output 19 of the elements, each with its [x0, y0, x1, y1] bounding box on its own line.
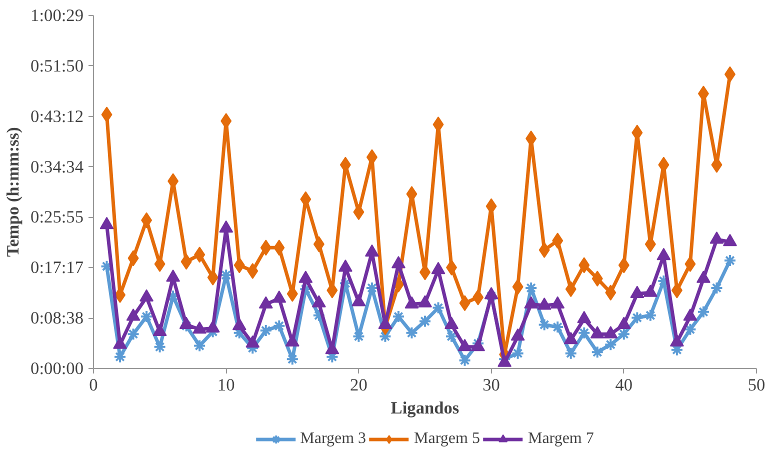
x-tick-label: 0	[89, 376, 98, 394]
x-tick-label: 50	[748, 376, 766, 394]
x-tick-label: 40	[615, 376, 633, 394]
legend-label: Margem 5	[414, 430, 480, 448]
legend-label: Margem 3	[300, 430, 366, 448]
x-tick-label: 10	[217, 376, 235, 394]
x-tick-label: 20	[350, 376, 368, 394]
y-tick-label: 0:34:34	[30, 157, 84, 176]
legend-label: Margem 7	[528, 430, 594, 448]
y-tick-label: 0:51:50	[30, 56, 84, 76]
y-axis-title: Tempo (h:mm:ss)	[4, 126, 23, 257]
y-tick-label: 0:25:55	[30, 208, 84, 227]
y-tick-label: 0:08:38	[30, 308, 84, 328]
y-tick-label: 0:00:00	[30, 359, 84, 378]
y-tick-label: 0:43:12	[30, 106, 84, 126]
y-tick-label: 1:00:29	[30, 6, 84, 25]
x-tick-label: 30	[482, 376, 500, 394]
y-tick-label: 0:17:17	[30, 258, 84, 278]
x-axis-title: Ligandos	[390, 398, 460, 418]
